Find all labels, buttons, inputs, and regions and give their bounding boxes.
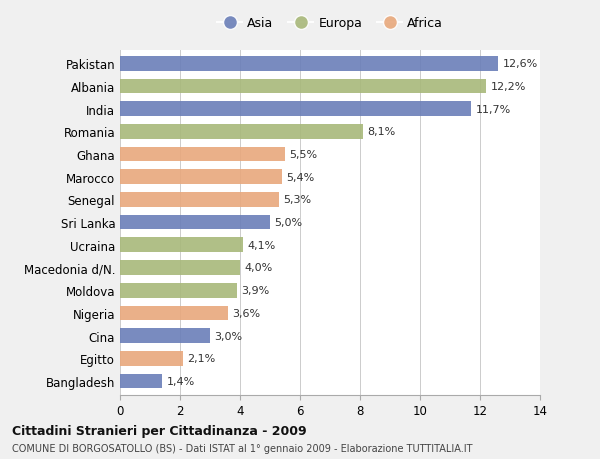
Text: 2,1%: 2,1% [187, 353, 216, 364]
Bar [120, 79, 486, 94]
Text: Cittadini Stranieri per Cittadinanza - 2009: Cittadini Stranieri per Cittadinanza - 2… [12, 424, 307, 437]
Bar [120, 261, 240, 275]
Bar [120, 125, 363, 140]
Bar [120, 102, 471, 117]
Bar [120, 238, 243, 252]
Text: 5,0%: 5,0% [275, 218, 302, 228]
Text: 5,5%: 5,5% [290, 150, 317, 160]
Legend: Asia, Europa, Africa: Asia, Europa, Africa [212, 12, 448, 35]
Bar [120, 215, 270, 230]
Text: 4,0%: 4,0% [245, 263, 273, 273]
Bar [120, 374, 162, 388]
Text: 1,4%: 1,4% [167, 376, 195, 386]
Text: 3,6%: 3,6% [233, 308, 260, 318]
Text: 8,1%: 8,1% [367, 127, 396, 137]
Text: COMUNE DI BORGOSATOLLO (BS) - Dati ISTAT al 1° gennaio 2009 - Elaborazione TUTTI: COMUNE DI BORGOSATOLLO (BS) - Dati ISTAT… [12, 443, 473, 453]
Bar [120, 283, 237, 298]
Bar [120, 57, 498, 72]
Text: 12,6%: 12,6% [503, 59, 538, 69]
Text: 4,1%: 4,1% [248, 240, 276, 250]
Text: 3,0%: 3,0% [215, 331, 242, 341]
Bar [120, 351, 183, 366]
Bar [120, 306, 228, 320]
Bar [120, 193, 279, 207]
Bar [120, 329, 210, 343]
Text: 11,7%: 11,7% [476, 104, 511, 114]
Text: 3,9%: 3,9% [241, 285, 270, 296]
Bar [120, 147, 285, 162]
Text: 12,2%: 12,2% [491, 82, 526, 92]
Text: 5,3%: 5,3% [284, 195, 311, 205]
Bar [120, 170, 282, 185]
Text: 5,4%: 5,4% [287, 172, 315, 182]
